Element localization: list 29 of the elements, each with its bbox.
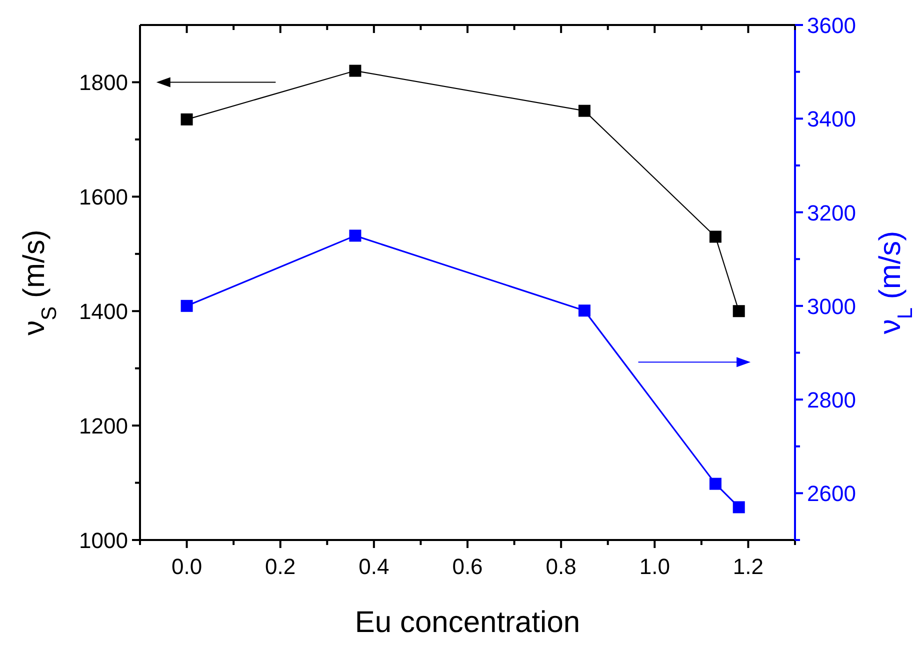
x-tick-label: 0.2	[265, 554, 296, 579]
point	[578, 104, 590, 117]
y-tick-label: 1000	[79, 528, 128, 553]
x-axis-title: Eu concentration	[354, 606, 580, 639]
point	[578, 304, 590, 317]
y2-tick-label: 3200	[807, 200, 856, 226]
x-tick-label: 0.8	[546, 554, 576, 579]
point	[732, 305, 745, 318]
y-tick-label: 1400	[79, 299, 128, 324]
point	[709, 478, 722, 490]
point	[732, 501, 745, 514]
y2-tick-label: 2800	[807, 388, 856, 413]
x-tick-label: 0.0	[171, 554, 202, 579]
x-tick-label: 0.4	[358, 554, 390, 579]
point	[709, 230, 722, 243]
point	[349, 230, 362, 242]
point	[180, 300, 193, 312]
point	[180, 113, 193, 126]
x-tick-label: 0.6	[452, 554, 483, 579]
y2-tick-label: 3400	[807, 106, 856, 132]
x-tick-label: 1.2	[732, 554, 764, 579]
y-tick-label: 1600	[79, 184, 128, 210]
y2-tick-label: 3600	[807, 13, 856, 38]
y-tick-label: 1800	[79, 70, 128, 96]
y2-tick-label: 3000	[807, 294, 856, 319]
x-tick-label: 1.0	[639, 554, 670, 579]
y2-tick-label: 2600	[807, 481, 856, 506]
y-tick-label: 1200	[79, 414, 128, 439]
point	[349, 64, 362, 77]
